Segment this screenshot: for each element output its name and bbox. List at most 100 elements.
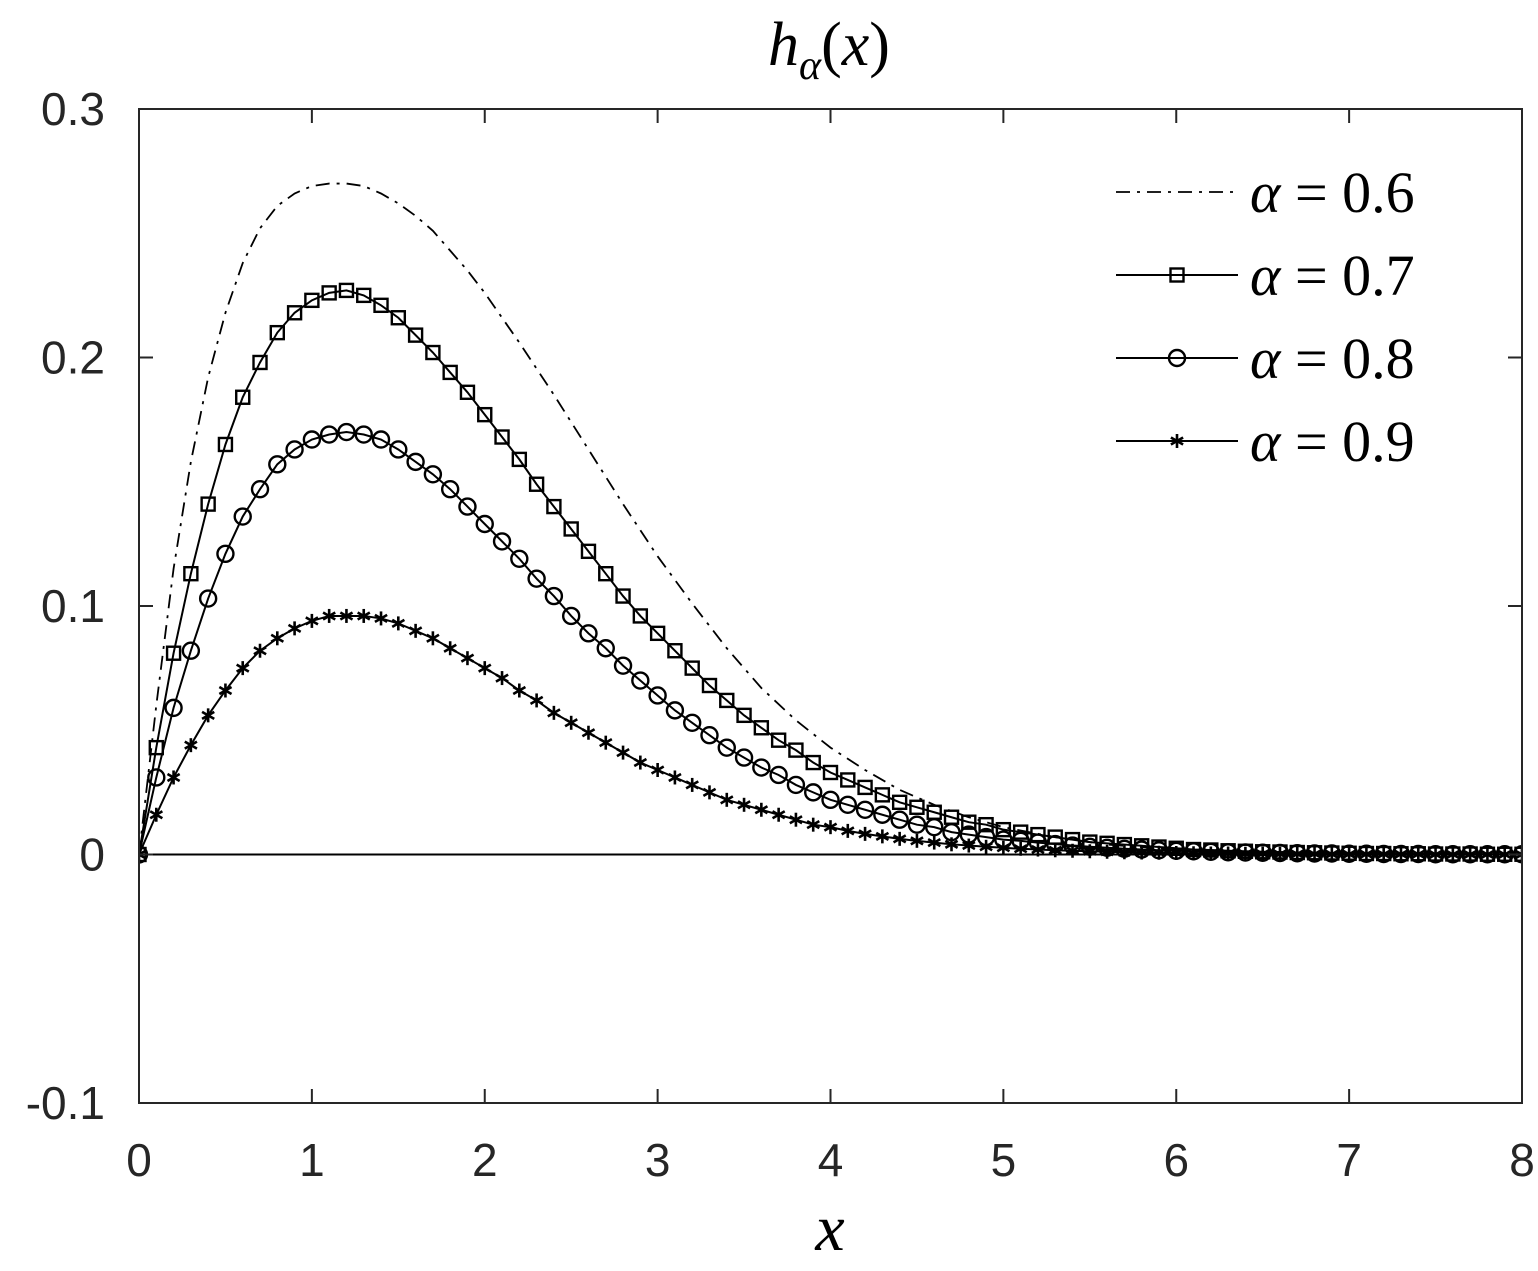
- data-point-marker: [910, 833, 924, 848]
- data-point-marker: [319, 425, 339, 444]
- data-point-marker: [544, 586, 564, 606]
- data-point-marker: [356, 608, 371, 623]
- data-point-marker: [892, 831, 907, 846]
- y-tick-labels: -0.1 0 0.1 0.2 0.3: [26, 83, 105, 1129]
- data-point-marker: [944, 837, 959, 852]
- data-point-marker: [1394, 847, 1408, 862]
- data-point-marker: [579, 624, 598, 643]
- legend: α = 0.6 α = 0.7 α = 0.8 α = 0.9: [1116, 160, 1415, 474]
- data-point-marker: [338, 282, 355, 299]
- data-point-marker: [786, 775, 806, 795]
- data-point-marker: [720, 792, 734, 807]
- data-point-marker: [649, 625, 666, 642]
- data-point-marker: [737, 797, 751, 812]
- data-point-marker: [1048, 843, 1062, 858]
- data-point-marker: [700, 726, 719, 745]
- data-point-marker: [512, 683, 527, 698]
- data-point-marker: [788, 742, 804, 758]
- legend-label-value: = 0.9: [1280, 409, 1414, 474]
- data-point-marker: [1134, 845, 1149, 860]
- data-point-marker: [391, 616, 406, 631]
- data-point-marker: [285, 440, 304, 459]
- x-tick-label: 3: [645, 1134, 671, 1186]
- data-point-marker: [874, 787, 891, 803]
- data-point-marker: [804, 783, 823, 802]
- data-point-marker: [321, 285, 337, 301]
- data-point-marker: [907, 815, 927, 834]
- data-point-marker: [685, 777, 699, 792]
- data-point-marker: [304, 292, 320, 309]
- data-point-marker: [841, 823, 855, 838]
- x-tick-labels: 0 1 2 3 4 5 6 7 8: [126, 1134, 1535, 1186]
- chart-title: hα(x): [768, 11, 890, 89]
- data-point-marker: [494, 429, 510, 445]
- legend-marker: [1169, 267, 1185, 283]
- data-point-marker: [1238, 846, 1253, 861]
- data-point-marker: [961, 814, 977, 830]
- data-point-marker: [339, 608, 354, 623]
- legend-marker: [1167, 348, 1187, 368]
- data-point-marker: [1273, 847, 1287, 862]
- data-point-marker: [147, 768, 166, 787]
- legend-label: α = 0.7: [1250, 243, 1415, 308]
- data-point-marker: [322, 608, 336, 623]
- data-point-marker: [198, 589, 218, 608]
- data-point-marker: [684, 660, 700, 676]
- data-point-marker: [183, 565, 199, 582]
- data-point-marker: [235, 389, 251, 405]
- data-point-marker: [529, 693, 544, 708]
- data-point-marker: [460, 651, 475, 666]
- data-point-marker: [1117, 845, 1132, 860]
- x-tick-label: 0: [126, 1134, 152, 1186]
- data-point-marker: [717, 738, 736, 757]
- data-point-marker: [648, 686, 667, 705]
- data-point-marker: [528, 476, 545, 492]
- data-point-marker: [561, 606, 581, 626]
- x-tick-label: 8: [1509, 1134, 1535, 1186]
- data-point-marker: [789, 812, 803, 827]
- data-point-marker: [631, 671, 650, 690]
- data-point-marker: [286, 305, 303, 321]
- data-point-marker: [1342, 847, 1356, 862]
- data-point-marker: [458, 497, 477, 516]
- data-point-marker: [650, 763, 665, 778]
- data-point-marker: [1376, 847, 1391, 862]
- data-point-marker: [616, 745, 630, 760]
- data-point-marker: [184, 738, 198, 753]
- legend-label-value: = 0.6: [1280, 160, 1414, 225]
- legend-label-alpha: α: [1250, 160, 1282, 225]
- data-point-marker: [287, 621, 302, 636]
- data-point-marker: [978, 816, 994, 833]
- data-point-marker: [164, 698, 183, 718]
- data-point-marker: [408, 623, 423, 638]
- data-point-marker: [962, 838, 976, 853]
- data-point-marker: [492, 532, 512, 551]
- data-point-marker: [979, 839, 993, 854]
- data-point-marker: [425, 344, 441, 361]
- legend-item: α = 0.8: [1116, 326, 1415, 391]
- data-point-marker: [927, 835, 941, 850]
- data-point-marker: [374, 611, 388, 626]
- data-point-marker: [547, 705, 561, 720]
- data-point-marker: [459, 384, 476, 400]
- legend-label: α = 0.8: [1250, 326, 1415, 391]
- data-point-marker: [754, 802, 769, 817]
- x-tick-label: 1: [299, 1134, 325, 1186]
- data-point-marker: [1515, 847, 1522, 862]
- data-point-marker: [149, 807, 164, 822]
- data-point-marker: [217, 436, 234, 453]
- data-point-marker: [596, 639, 615, 658]
- legend-label-alpha: α: [1250, 243, 1282, 308]
- axes: [138, 108, 1523, 1104]
- y-tick-label: -0.1: [26, 1077, 105, 1129]
- data-point-marker: [890, 810, 909, 829]
- data-point-marker: [1463, 847, 1477, 862]
- y-tick-label: 0.1: [41, 580, 105, 632]
- data-point-marker: [665, 701, 685, 720]
- chart-title-close-paren: ): [869, 11, 890, 79]
- series-layer: [139, 182, 1522, 864]
- data-point-marker: [1030, 826, 1046, 843]
- x-tick-label: 5: [991, 1134, 1017, 1186]
